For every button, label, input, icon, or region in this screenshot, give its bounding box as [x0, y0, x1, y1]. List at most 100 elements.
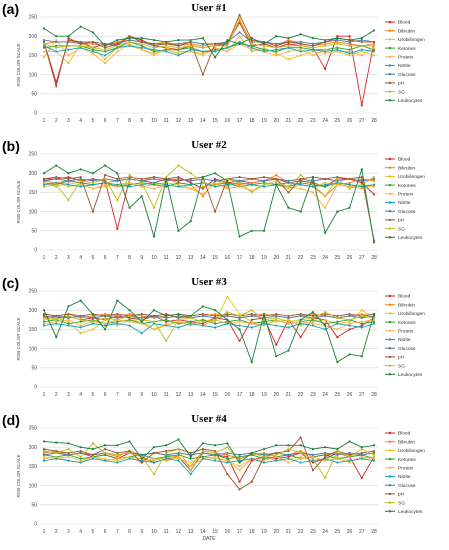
data-point [42, 449, 46, 453]
data-point [262, 185, 266, 188]
data-point [287, 316, 290, 319]
data-point [128, 314, 131, 318]
y-tick-label: 100 [29, 72, 38, 78]
data-point [214, 455, 217, 458]
data-point [67, 318, 70, 321]
data-point [226, 314, 229, 318]
data-point [42, 324, 46, 327]
legend-marker [388, 38, 392, 41]
data-point [311, 37, 314, 40]
data-point [55, 316, 58, 319]
data-point [348, 453, 351, 456]
data-point [372, 457, 376, 460]
x-tick-label: 25 [335, 392, 341, 398]
x-tick-label: 6 [104, 255, 107, 261]
data-point [67, 320, 70, 323]
data-point [152, 206, 156, 209]
x-tick-label: 15 [212, 392, 218, 398]
data-point [238, 339, 241, 343]
data-point [311, 44, 314, 47]
data-point [360, 312, 363, 316]
data-point [275, 324, 278, 327]
x-tick-label: 13 [188, 529, 194, 535]
data-point [116, 46, 119, 49]
data-point [201, 318, 204, 321]
data-point [348, 324, 351, 327]
data-point [238, 324, 241, 327]
data-point [128, 174, 131, 177]
data-point [91, 320, 94, 323]
data-point [348, 181, 351, 184]
x-tick-label: 27 [359, 118, 365, 124]
data-point [165, 455, 168, 458]
data-point [287, 179, 290, 182]
data-point [299, 42, 302, 45]
data-point [336, 42, 339, 45]
data-point [360, 446, 363, 449]
x-tick-label: 19 [261, 392, 267, 398]
legend-label: Blood [398, 20, 411, 26]
data-point [214, 44, 217, 47]
legend-item: pH [385, 492, 405, 498]
legend-label: Blood [398, 431, 411, 437]
data-point [360, 476, 363, 480]
legend-label: Bilirubin [398, 439, 415, 445]
series-line [43, 39, 375, 64]
data-point [250, 480, 253, 483]
data-point [287, 42, 290, 45]
legend-item: Nitrite [385, 337, 411, 343]
data-point [324, 195, 327, 198]
data-point [91, 181, 94, 184]
data-point [177, 451, 180, 455]
data-point [275, 451, 278, 455]
data-point [140, 42, 143, 45]
x-tick-label: 5 [91, 255, 94, 261]
data-point [189, 457, 192, 460]
y-tick-label: 150 [29, 190, 38, 196]
x-tick-label: 3 [67, 392, 70, 398]
series-line [43, 13, 374, 88]
data-point [360, 457, 363, 460]
data-point [91, 183, 94, 186]
legend-item: pH [385, 218, 405, 224]
data-point [177, 42, 180, 45]
legend-label: Nitrite [398, 474, 411, 480]
data-point [165, 183, 168, 186]
data-point [55, 35, 58, 38]
data-point [104, 46, 107, 49]
legend-item: Bilirubin [385, 28, 415, 34]
y-tick-label: 250 [29, 426, 38, 432]
data-point [238, 31, 241, 34]
legend-marker [388, 29, 392, 32]
legend-item: Nitrite [385, 63, 411, 69]
data-point [275, 444, 278, 447]
legend-label: Bilirubin [398, 28, 415, 34]
data-point [275, 457, 278, 460]
data-point [348, 312, 351, 316]
data-point [42, 455, 46, 458]
data-point [104, 444, 107, 447]
data-point [275, 181, 278, 184]
data-point [79, 185, 82, 188]
data-point [348, 320, 351, 323]
data-point [79, 46, 82, 49]
data-point [250, 189, 253, 192]
data-point [360, 324, 363, 327]
data-point [324, 42, 327, 45]
x-tick-label: 11 [164, 392, 169, 398]
data-point [372, 455, 376, 458]
data-point [226, 322, 229, 325]
series-sg [42, 442, 376, 480]
data-point [372, 241, 376, 244]
legend-marker [388, 201, 392, 204]
data-point [324, 38, 327, 42]
data-point [250, 360, 253, 364]
data-point [299, 174, 302, 177]
data-point [275, 179, 278, 182]
data-point [336, 175, 339, 179]
data-point [262, 312, 266, 316]
data-point [67, 455, 70, 458]
y-tick-label: 100 [29, 346, 38, 352]
data-point [165, 175, 168, 179]
